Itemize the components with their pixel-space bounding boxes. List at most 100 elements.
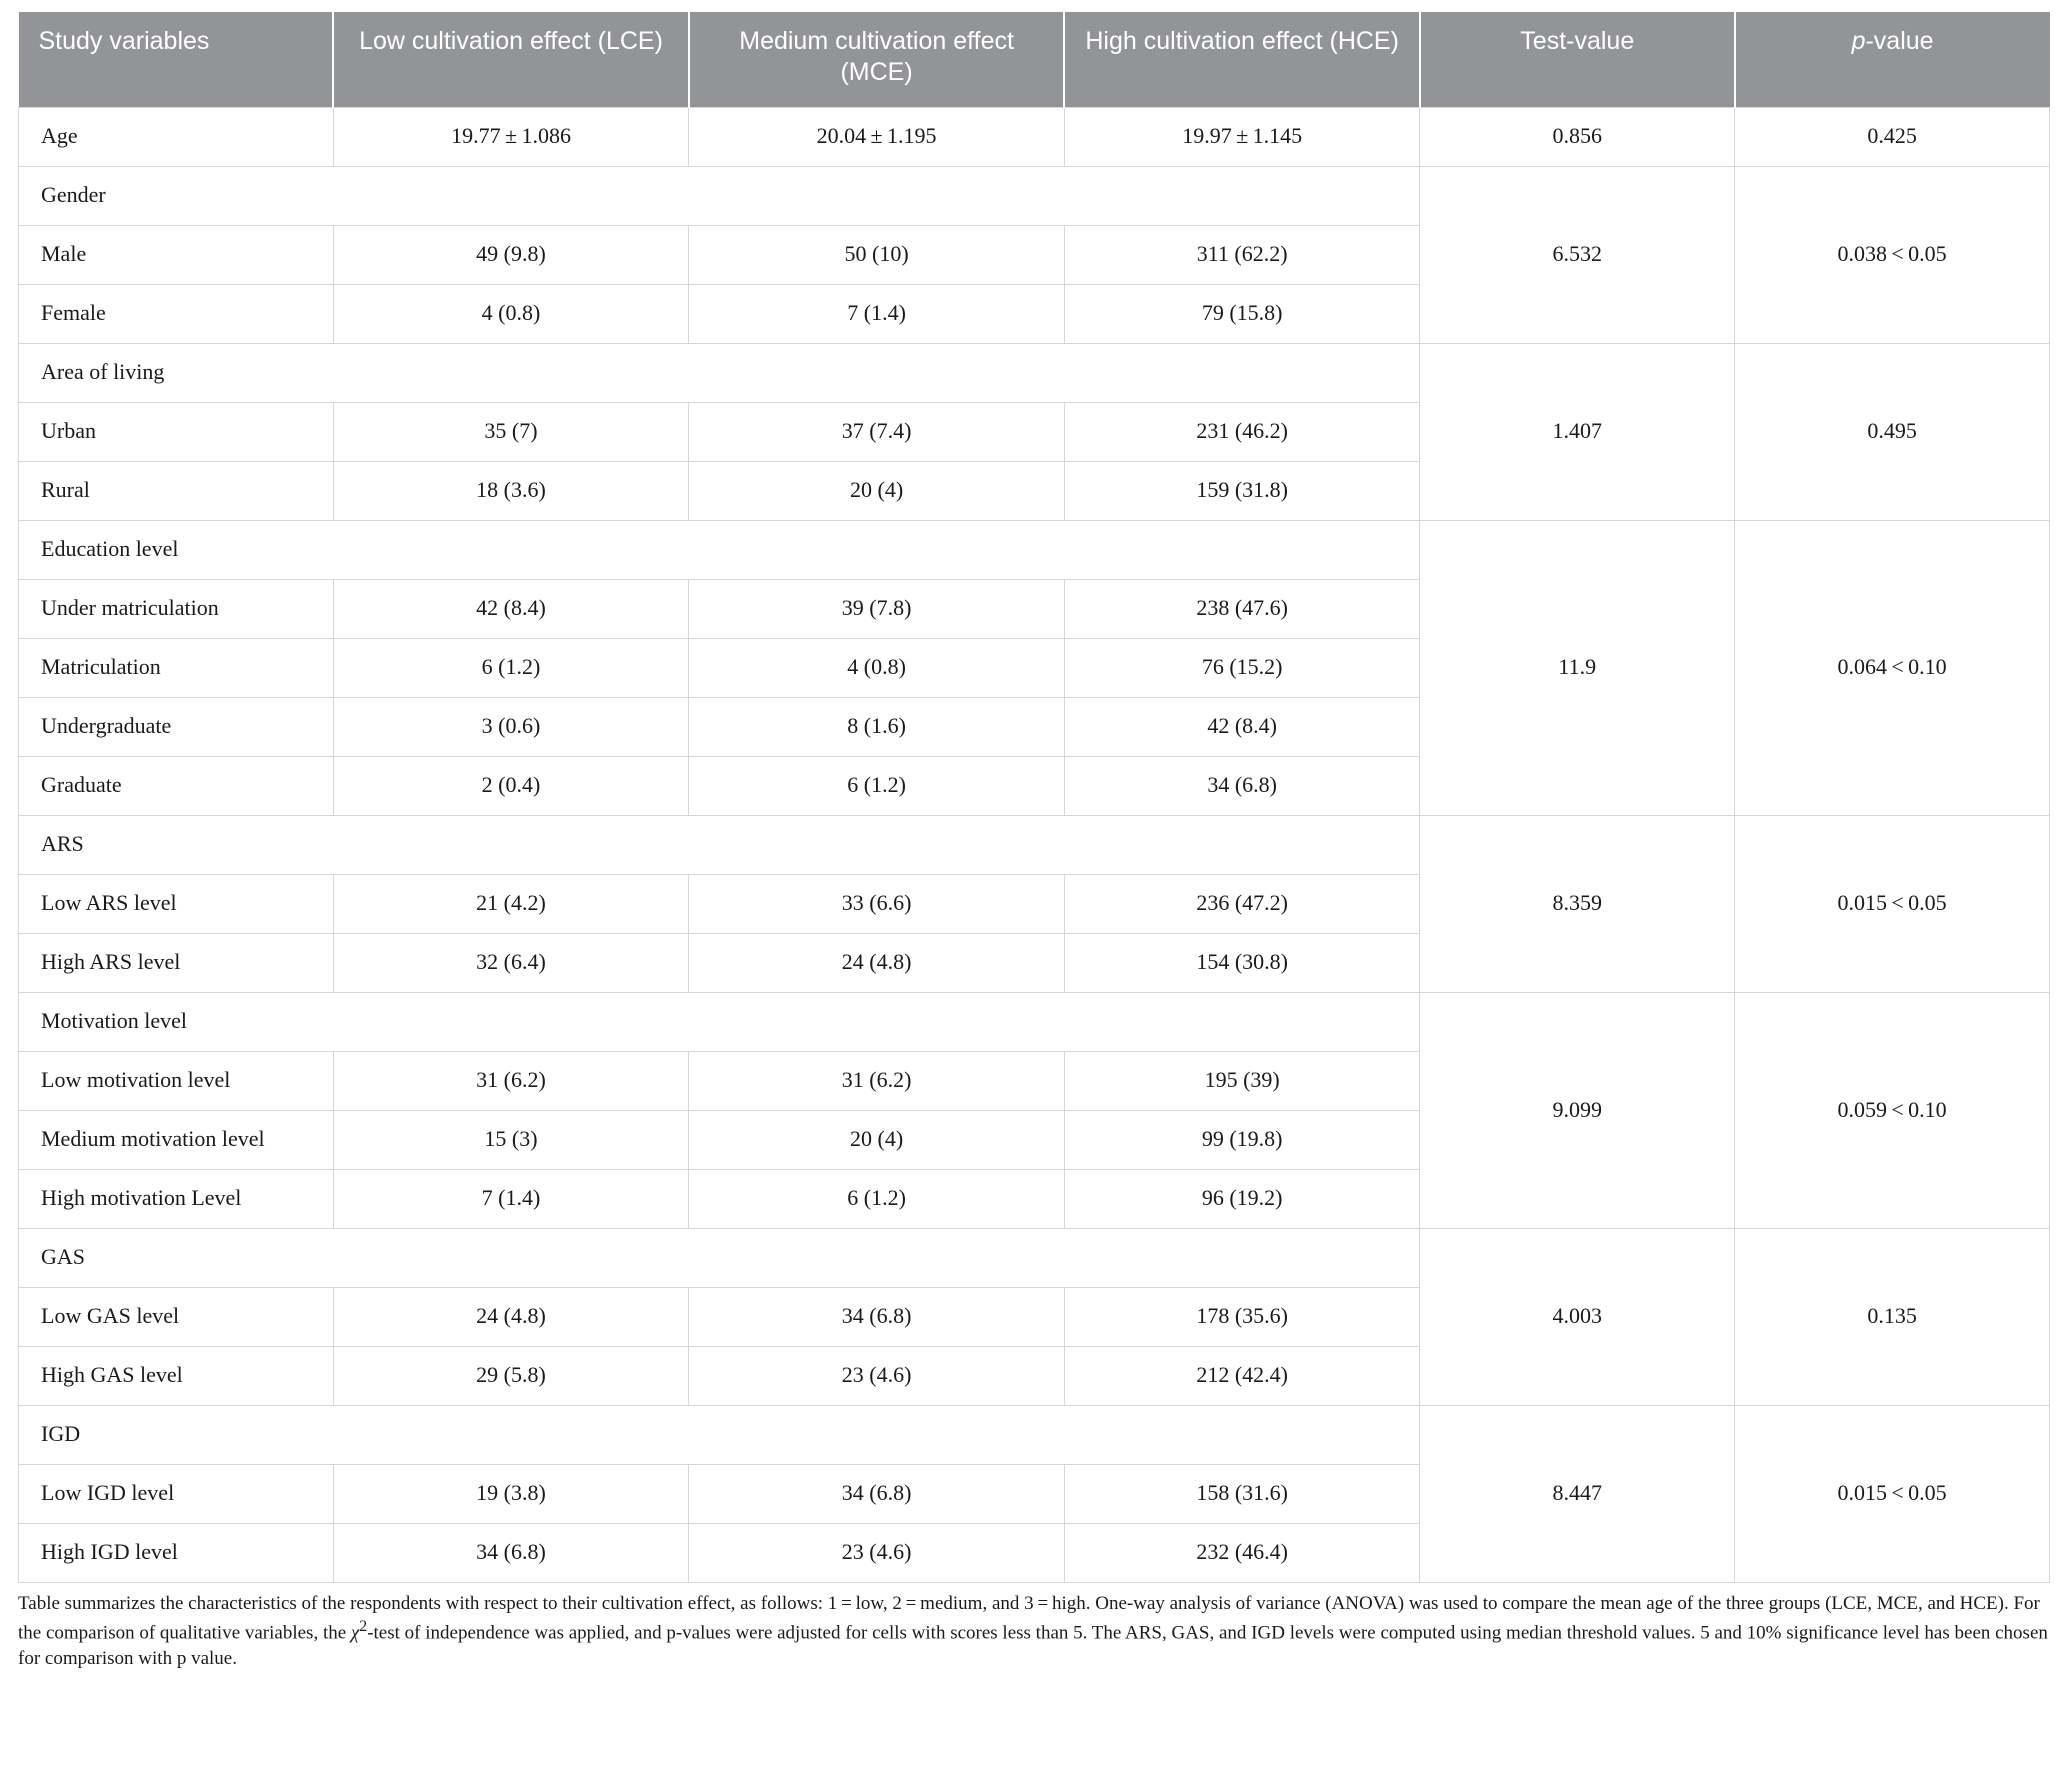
cell-lce: 49 (9.8) bbox=[333, 225, 688, 284]
row-label: High ARS level bbox=[19, 933, 334, 992]
row-label: Low IGD level bbox=[19, 1464, 334, 1523]
row-label: High GAS level bbox=[19, 1346, 334, 1405]
cell-lce: 34 (6.8) bbox=[333, 1523, 688, 1582]
row-label: Medium motivation level bbox=[19, 1110, 334, 1169]
cell-p-value: 0.064 < 0.10 bbox=[1735, 520, 2050, 815]
col-header-mce: Medium cultivation effect (MCE) bbox=[689, 12, 1065, 107]
row-label: Matriculation bbox=[19, 638, 334, 697]
cell-lce: 4 (0.8) bbox=[333, 284, 688, 343]
cell-mce: 6 (1.2) bbox=[689, 756, 1065, 815]
cell-lce: 19.77 ± 1.086 bbox=[333, 107, 688, 166]
cell-hce: 99 (19.8) bbox=[1064, 1110, 1419, 1169]
row-label: High IGD level bbox=[19, 1523, 334, 1582]
cell-p-value: 0.495 bbox=[1735, 343, 2050, 520]
cell-hce: 34 (6.8) bbox=[1064, 756, 1419, 815]
cell-mce: 34 (6.8) bbox=[689, 1287, 1065, 1346]
cell-mce: 8 (1.6) bbox=[689, 697, 1065, 756]
table-header: Study variables Low cultivation effect (… bbox=[19, 12, 2050, 107]
row-label: Under matriculation bbox=[19, 579, 334, 638]
cell-hce: 232 (46.4) bbox=[1064, 1523, 1419, 1582]
cell-hce: 212 (42.4) bbox=[1064, 1346, 1419, 1405]
table-row: Motivation level9.0990.059 < 0.10 bbox=[19, 992, 2050, 1051]
cell-mce: 20 (4) bbox=[689, 1110, 1065, 1169]
cell-test-value: 8.447 bbox=[1420, 1405, 1735, 1582]
table-row: Gender6.5320.038 < 0.05 bbox=[19, 166, 2050, 225]
cell-hce: 311 (62.2) bbox=[1064, 225, 1419, 284]
cell-p-value: 0.059 < 0.10 bbox=[1735, 992, 2050, 1228]
row-label: Low motivation level bbox=[19, 1051, 334, 1110]
cell-lce: 7 (1.4) bbox=[333, 1169, 688, 1228]
cell-test-value: 6.532 bbox=[1420, 166, 1735, 343]
col-header-hce: High cultivation effect (HCE) bbox=[1064, 12, 1419, 107]
row-label: High motivation Level bbox=[19, 1169, 334, 1228]
cell-mce: 33 (6.6) bbox=[689, 874, 1065, 933]
cell-p-value: 0.015 < 0.05 bbox=[1735, 1405, 2050, 1582]
row-label: Graduate bbox=[19, 756, 334, 815]
cell-p-value: 0.135 bbox=[1735, 1228, 2050, 1405]
row-label: Undergraduate bbox=[19, 697, 334, 756]
table-row: Area of living1.4070.495 bbox=[19, 343, 2050, 402]
cell-lce: 42 (8.4) bbox=[333, 579, 688, 638]
cell-hce: 231 (46.2) bbox=[1064, 402, 1419, 461]
cell-lce: 19 (3.8) bbox=[333, 1464, 688, 1523]
section-header: IGD bbox=[19, 1405, 1420, 1464]
cell-lce: 18 (3.6) bbox=[333, 461, 688, 520]
table-row: Age19.77 ± 1.08620.04 ± 1.19519.97 ± 1.1… bbox=[19, 107, 2050, 166]
row-label: Age bbox=[19, 107, 334, 166]
cell-lce: 21 (4.2) bbox=[333, 874, 688, 933]
cell-hce: 79 (15.8) bbox=[1064, 284, 1419, 343]
table-row: Education level11.90.064 < 0.10 bbox=[19, 520, 2050, 579]
cell-mce: 7 (1.4) bbox=[689, 284, 1065, 343]
row-label: Male bbox=[19, 225, 334, 284]
cell-lce: 24 (4.8) bbox=[333, 1287, 688, 1346]
section-header: Motivation level bbox=[19, 992, 1420, 1051]
cell-mce: 20.04 ± 1.195 bbox=[689, 107, 1065, 166]
cell-lce: 32 (6.4) bbox=[333, 933, 688, 992]
cell-lce: 3 (0.6) bbox=[333, 697, 688, 756]
cell-mce: 39 (7.8) bbox=[689, 579, 1065, 638]
section-header: Area of living bbox=[19, 343, 1420, 402]
cell-lce: 31 (6.2) bbox=[333, 1051, 688, 1110]
cell-hce: 238 (47.6) bbox=[1064, 579, 1419, 638]
cell-lce: 15 (3) bbox=[333, 1110, 688, 1169]
cell-test-value: 0.856 bbox=[1420, 107, 1735, 166]
cell-hce: 159 (31.8) bbox=[1064, 461, 1419, 520]
cell-mce: 37 (7.4) bbox=[689, 402, 1065, 461]
row-label: Rural bbox=[19, 461, 334, 520]
cell-hce: 96 (19.2) bbox=[1064, 1169, 1419, 1228]
cell-mce: 24 (4.8) bbox=[689, 933, 1065, 992]
cell-p-value: 0.425 bbox=[1735, 107, 2050, 166]
row-label: Low GAS level bbox=[19, 1287, 334, 1346]
row-label: Urban bbox=[19, 402, 334, 461]
section-header: ARS bbox=[19, 815, 1420, 874]
col-header-study-variables: Study variables bbox=[19, 12, 334, 107]
cell-lce: 2 (0.4) bbox=[333, 756, 688, 815]
cell-test-value: 8.359 bbox=[1420, 815, 1735, 992]
col-header-p-value: p-value bbox=[1735, 12, 2050, 107]
cell-lce: 6 (1.2) bbox=[333, 638, 688, 697]
cell-hce: 236 (47.2) bbox=[1064, 874, 1419, 933]
cell-hce: 42 (8.4) bbox=[1064, 697, 1419, 756]
table-row: GAS4.0030.135 bbox=[19, 1228, 2050, 1287]
col-header-lce: Low cultivation effect (LCE) bbox=[333, 12, 688, 107]
table-container: Study variables Low cultivation effect (… bbox=[0, 0, 2068, 1692]
cell-hce: 19.97 ± 1.145 bbox=[1064, 107, 1419, 166]
cell-test-value: 1.407 bbox=[1420, 343, 1735, 520]
cell-test-value: 11.9 bbox=[1420, 520, 1735, 815]
cell-hce: 76 (15.2) bbox=[1064, 638, 1419, 697]
table-footnote: Table summarizes the characteristics of … bbox=[18, 1591, 2050, 1672]
cell-mce: 50 (10) bbox=[689, 225, 1065, 284]
cell-hce: 154 (30.8) bbox=[1064, 933, 1419, 992]
cell-lce: 35 (7) bbox=[333, 402, 688, 461]
section-header: Gender bbox=[19, 166, 1420, 225]
cell-mce: 20 (4) bbox=[689, 461, 1065, 520]
section-header: GAS bbox=[19, 1228, 1420, 1287]
cell-hce: 195 (39) bbox=[1064, 1051, 1419, 1110]
cell-mce: 31 (6.2) bbox=[689, 1051, 1065, 1110]
study-variables-table: Study variables Low cultivation effect (… bbox=[18, 12, 2050, 1583]
section-header: Education level bbox=[19, 520, 1420, 579]
cell-mce: 23 (4.6) bbox=[689, 1523, 1065, 1582]
cell-hce: 178 (35.6) bbox=[1064, 1287, 1419, 1346]
table-row: ARS8.3590.015 < 0.05 bbox=[19, 815, 2050, 874]
table-body: Age19.77 ± 1.08620.04 ± 1.19519.97 ± 1.1… bbox=[19, 107, 2050, 1582]
